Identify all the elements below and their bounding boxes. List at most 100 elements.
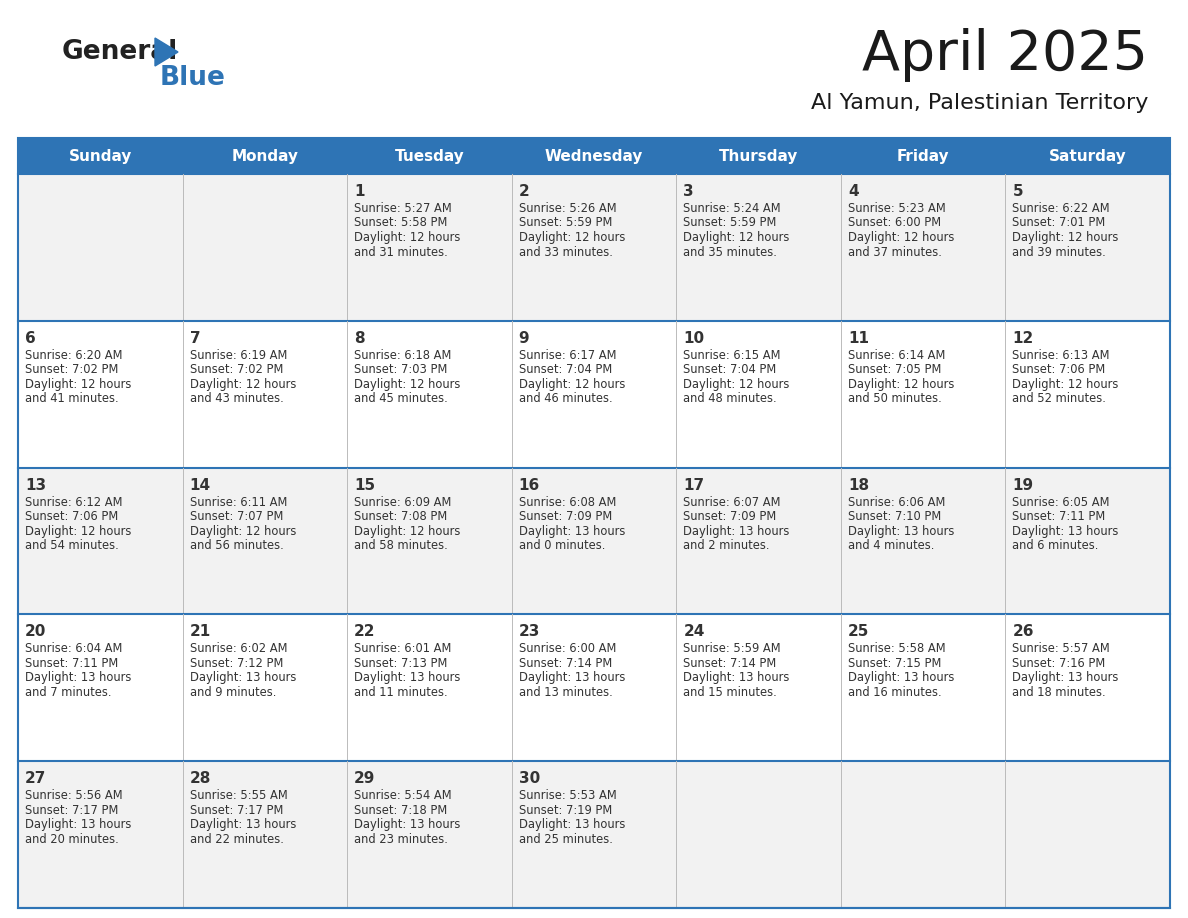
Text: Sunrise: 5:27 AM: Sunrise: 5:27 AM <box>354 202 451 215</box>
Text: Sunrise: 6:05 AM: Sunrise: 6:05 AM <box>1012 496 1110 509</box>
Text: 7: 7 <box>190 330 201 346</box>
Text: 26: 26 <box>1012 624 1034 640</box>
Text: Sunrise: 5:58 AM: Sunrise: 5:58 AM <box>848 643 946 655</box>
Text: Sunrise: 5:23 AM: Sunrise: 5:23 AM <box>848 202 946 215</box>
Text: Sunrise: 6:02 AM: Sunrise: 6:02 AM <box>190 643 287 655</box>
Text: Daylight: 13 hours: Daylight: 13 hours <box>354 818 461 831</box>
Text: Daylight: 13 hours: Daylight: 13 hours <box>683 671 790 685</box>
Text: and 58 minutes.: and 58 minutes. <box>354 539 448 552</box>
Text: and 23 minutes.: and 23 minutes. <box>354 833 448 845</box>
Text: Al Yamun, Palestinian Territory: Al Yamun, Palestinian Territory <box>810 93 1148 113</box>
Text: 9: 9 <box>519 330 530 346</box>
Text: Sunset: 7:17 PM: Sunset: 7:17 PM <box>190 803 283 817</box>
Text: General: General <box>62 39 178 65</box>
Text: 13: 13 <box>25 477 46 493</box>
Text: Sunrise: 6:12 AM: Sunrise: 6:12 AM <box>25 496 122 509</box>
Text: Sunset: 7:14 PM: Sunset: 7:14 PM <box>519 657 612 670</box>
Bar <box>18 320 1170 467</box>
Text: Daylight: 13 hours: Daylight: 13 hours <box>25 818 132 831</box>
Polygon shape <box>154 38 178 66</box>
Text: 24: 24 <box>683 624 704 640</box>
Text: 30: 30 <box>519 771 541 786</box>
Text: and 15 minutes.: and 15 minutes. <box>683 686 777 699</box>
Text: and 6 minutes.: and 6 minutes. <box>1012 539 1099 552</box>
Text: and 35 minutes.: and 35 minutes. <box>683 245 777 259</box>
Text: 16: 16 <box>519 477 541 493</box>
Text: 1: 1 <box>354 184 365 199</box>
Text: Sunrise: 5:24 AM: Sunrise: 5:24 AM <box>683 202 781 215</box>
Text: Blue: Blue <box>160 65 226 91</box>
Text: Daylight: 13 hours: Daylight: 13 hours <box>190 818 296 831</box>
Text: Sunset: 5:59 PM: Sunset: 5:59 PM <box>519 217 612 230</box>
Text: Daylight: 12 hours: Daylight: 12 hours <box>1012 378 1119 391</box>
Text: and 41 minutes.: and 41 minutes. <box>25 392 119 406</box>
Text: and 20 minutes.: and 20 minutes. <box>25 833 119 845</box>
Text: 27: 27 <box>25 771 46 786</box>
Text: Daylight: 12 hours: Daylight: 12 hours <box>683 231 790 244</box>
Text: and 45 minutes.: and 45 minutes. <box>354 392 448 406</box>
Text: Daylight: 12 hours: Daylight: 12 hours <box>683 378 790 391</box>
Text: Sunset: 7:05 PM: Sunset: 7:05 PM <box>848 364 941 376</box>
Text: Daylight: 12 hours: Daylight: 12 hours <box>1012 231 1119 244</box>
Text: Sunset: 7:02 PM: Sunset: 7:02 PM <box>25 364 119 376</box>
Bar <box>18 614 1170 761</box>
Text: and 7 minutes.: and 7 minutes. <box>25 686 112 699</box>
Text: Saturday: Saturday <box>1049 149 1126 163</box>
Bar <box>18 174 1170 320</box>
Text: Daylight: 13 hours: Daylight: 13 hours <box>848 524 954 538</box>
Text: 20: 20 <box>25 624 46 640</box>
Text: and 18 minutes.: and 18 minutes. <box>1012 686 1106 699</box>
Text: and 39 minutes.: and 39 minutes. <box>1012 245 1106 259</box>
Text: Sunset: 7:06 PM: Sunset: 7:06 PM <box>25 510 119 523</box>
Text: Daylight: 12 hours: Daylight: 12 hours <box>848 378 954 391</box>
Text: Daylight: 13 hours: Daylight: 13 hours <box>519 671 625 685</box>
Text: Sunrise: 6:08 AM: Sunrise: 6:08 AM <box>519 496 617 509</box>
Text: Daylight: 13 hours: Daylight: 13 hours <box>519 818 625 831</box>
Text: Daylight: 13 hours: Daylight: 13 hours <box>190 671 296 685</box>
Text: Daylight: 13 hours: Daylight: 13 hours <box>354 671 461 685</box>
Text: Sunset: 7:16 PM: Sunset: 7:16 PM <box>1012 657 1106 670</box>
Text: Sunrise: 6:11 AM: Sunrise: 6:11 AM <box>190 496 287 509</box>
Text: Sunset: 7:07 PM: Sunset: 7:07 PM <box>190 510 283 523</box>
Text: Sunset: 7:09 PM: Sunset: 7:09 PM <box>683 510 777 523</box>
Text: 21: 21 <box>190 624 210 640</box>
Text: Sunrise: 6:13 AM: Sunrise: 6:13 AM <box>1012 349 1110 362</box>
Text: Daylight: 12 hours: Daylight: 12 hours <box>519 231 625 244</box>
Text: and 50 minutes.: and 50 minutes. <box>848 392 942 406</box>
Text: Sunset: 5:59 PM: Sunset: 5:59 PM <box>683 217 777 230</box>
Text: and 33 minutes.: and 33 minutes. <box>519 245 613 259</box>
Text: 10: 10 <box>683 330 704 346</box>
Text: Sunrise: 6:06 AM: Sunrise: 6:06 AM <box>848 496 946 509</box>
Text: and 0 minutes.: and 0 minutes. <box>519 539 605 552</box>
Text: April 2025: April 2025 <box>862 28 1148 82</box>
Text: Sunrise: 6:19 AM: Sunrise: 6:19 AM <box>190 349 287 362</box>
Text: and 54 minutes.: and 54 minutes. <box>25 539 119 552</box>
Text: 4: 4 <box>848 184 859 199</box>
Text: Sunrise: 6:17 AM: Sunrise: 6:17 AM <box>519 349 617 362</box>
Text: Daylight: 12 hours: Daylight: 12 hours <box>354 524 461 538</box>
Text: 22: 22 <box>354 624 375 640</box>
Text: Sunrise: 6:04 AM: Sunrise: 6:04 AM <box>25 643 122 655</box>
Text: Sunrise: 6:00 AM: Sunrise: 6:00 AM <box>519 643 617 655</box>
Text: Sunset: 7:15 PM: Sunset: 7:15 PM <box>848 657 941 670</box>
Text: 28: 28 <box>190 771 211 786</box>
Text: Daylight: 12 hours: Daylight: 12 hours <box>25 378 132 391</box>
Text: Daylight: 13 hours: Daylight: 13 hours <box>1012 671 1119 685</box>
Text: Sunrise: 6:07 AM: Sunrise: 6:07 AM <box>683 496 781 509</box>
Text: Sunrise: 6:22 AM: Sunrise: 6:22 AM <box>1012 202 1110 215</box>
Text: Monday: Monday <box>232 149 298 163</box>
Text: and 48 minutes.: and 48 minutes. <box>683 392 777 406</box>
Text: Daylight: 13 hours: Daylight: 13 hours <box>683 524 790 538</box>
Text: Sunset: 7:11 PM: Sunset: 7:11 PM <box>1012 510 1106 523</box>
Text: Daylight: 13 hours: Daylight: 13 hours <box>848 671 954 685</box>
Text: and 13 minutes.: and 13 minutes. <box>519 686 613 699</box>
Text: Sunset: 7:03 PM: Sunset: 7:03 PM <box>354 364 448 376</box>
Bar <box>18 467 1170 614</box>
Text: Wednesday: Wednesday <box>545 149 643 163</box>
Text: Sunset: 5:58 PM: Sunset: 5:58 PM <box>354 217 448 230</box>
Text: Friday: Friday <box>897 149 949 163</box>
Text: Daylight: 12 hours: Daylight: 12 hours <box>519 378 625 391</box>
Text: Thursday: Thursday <box>719 149 798 163</box>
Text: and 43 minutes.: and 43 minutes. <box>190 392 283 406</box>
Text: Sunset: 7:01 PM: Sunset: 7:01 PM <box>1012 217 1106 230</box>
